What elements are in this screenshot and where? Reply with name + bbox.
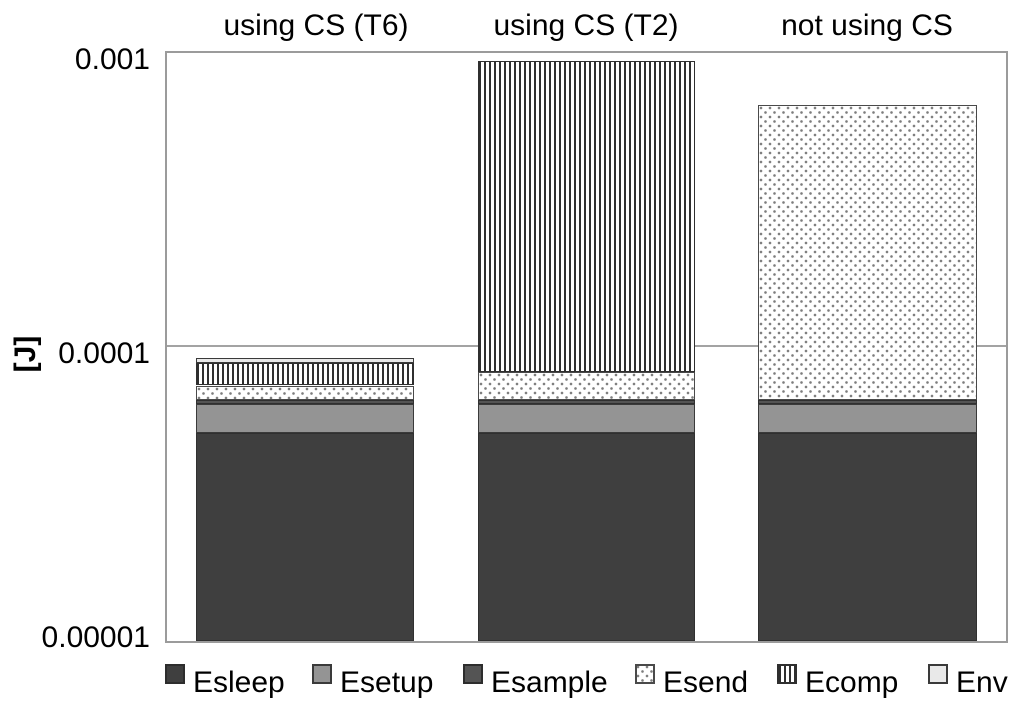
legend-label-esleep: Esleep xyxy=(193,666,285,699)
column-title-using-cs-t6: using CS (T6) xyxy=(223,9,409,42)
ytick-0-001: 0.001 xyxy=(74,43,150,76)
legend-swatch-esample-icon xyxy=(463,664,483,684)
legend-item-esetup: Esetup xyxy=(312,660,433,700)
segment-esend xyxy=(196,385,414,401)
segment-esample xyxy=(478,400,695,404)
legend-item-esample: Esample xyxy=(463,660,608,700)
ytick-0-00001: 0.00001 xyxy=(41,621,150,654)
segment-esend xyxy=(478,372,695,401)
bar-using-cs-t2 xyxy=(478,53,695,641)
legend-item-env: Env xyxy=(928,660,1008,700)
segment-esetup xyxy=(196,404,414,433)
column-title-using-cs-t2: using CS (T2) xyxy=(493,9,679,42)
segment-esample xyxy=(758,400,977,404)
legend-swatch-esend-icon xyxy=(635,664,655,684)
segment-esleep xyxy=(758,433,977,641)
ytick-0-0001: 0.0001 xyxy=(58,337,150,370)
segment-esend xyxy=(758,104,977,401)
legend-swatch-env-icon xyxy=(928,664,948,684)
legend-swatch-esetup-icon xyxy=(312,664,332,684)
segment-esleep xyxy=(478,433,695,641)
segment-ecomp xyxy=(196,363,414,386)
legend-item-ecomp: Ecomp xyxy=(777,660,898,700)
plot-area xyxy=(165,51,1008,643)
legend-label-esend: Esend xyxy=(663,666,749,699)
legend-label-esample: Esample xyxy=(491,666,608,699)
legend: Esleep Esetup Esample Esend Ecomp Env xyxy=(0,660,1024,710)
plot-inner xyxy=(167,53,1006,641)
segment-esleep xyxy=(196,433,414,641)
legend-swatch-ecomp-icon xyxy=(777,664,797,684)
segment-env xyxy=(196,357,414,364)
bar-using-cs-t6 xyxy=(196,53,414,641)
segment-esample xyxy=(196,400,414,404)
segment-ecomp xyxy=(478,60,695,373)
legend-swatch-esleep-icon xyxy=(165,664,185,684)
segment-esetup xyxy=(478,404,695,433)
legend-item-esleep: Esleep xyxy=(165,660,285,700)
segment-esetup xyxy=(758,404,977,433)
legend-label-env: Env xyxy=(956,666,1008,699)
legend-label-esetup: Esetup xyxy=(340,666,434,699)
y-axis-label: [J] xyxy=(9,335,42,373)
legend-item-esend: Esend xyxy=(635,660,748,700)
legend-label-ecomp: Ecomp xyxy=(805,666,899,699)
column-title-not-using-cs: not using CS xyxy=(781,9,953,42)
bar-not-using-cs xyxy=(758,53,977,641)
